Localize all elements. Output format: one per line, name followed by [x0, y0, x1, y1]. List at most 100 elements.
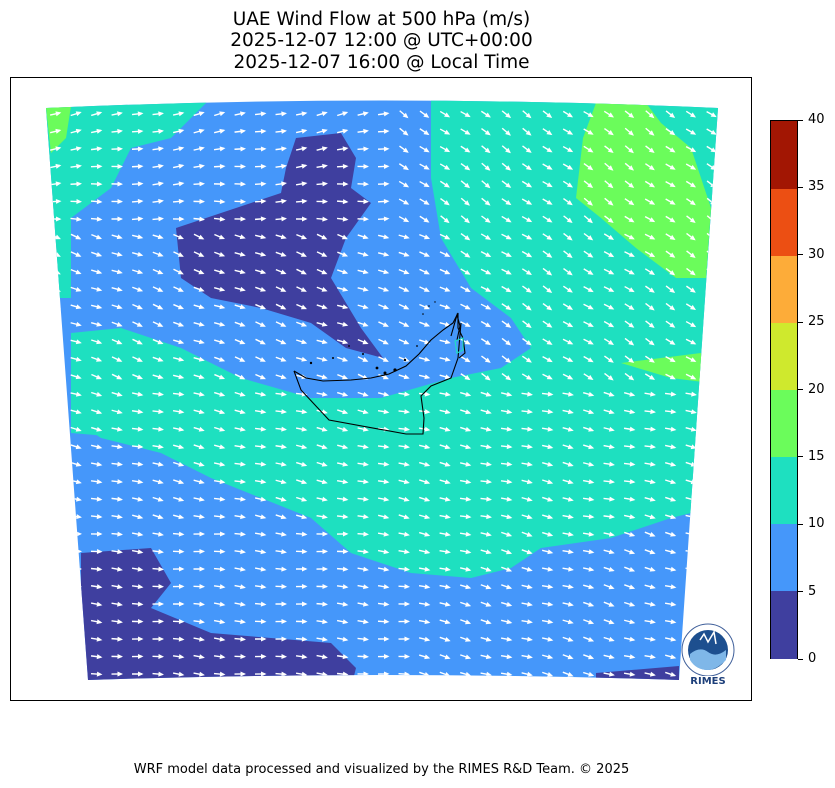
wind-vector-head: [506, 601, 513, 607]
wind-vector-head: [178, 479, 185, 485]
wind-vector-head: [117, 601, 123, 607]
wind-vector-head: [321, 461, 328, 467]
wind-vector-head: [301, 549, 308, 555]
wind-vector-head: [322, 601, 328, 607]
wind-vector-head: [281, 636, 287, 642]
wind-vector-head: [178, 321, 185, 327]
wind-vector-head: [301, 128, 308, 134]
wind-vector-head: [568, 566, 574, 572]
wind-vector: [50, 496, 60, 502]
wind-vector-head: [608, 426, 615, 432]
wind-vector-head: [465, 479, 472, 485]
wind-vector-head: [486, 479, 492, 485]
wind-vector-head: [506, 654, 513, 660]
wind-vector-head: [546, 164, 553, 170]
wind-vector-head: [75, 426, 82, 432]
credit-footer: WRF model data processed and visualized …: [133, 762, 630, 777]
wind-vector-head: [669, 112, 676, 119]
wind-vector-head: [178, 583, 185, 589]
wind-vector-head: [219, 339, 226, 345]
wind-vector-head: [464, 269, 471, 275]
wind-vector-head: [691, 566, 697, 572]
wind-vector-head: [608, 269, 615, 275]
colorbar-segment: [771, 590, 797, 659]
wind-map: [46, 100, 718, 680]
wind-vector-head: [55, 549, 62, 555]
colorbar-tick-label: 5: [808, 583, 817, 599]
wind-vector-head: [116, 251, 123, 257]
wind-vector-head: [525, 269, 532, 276]
wind-vector-head: [96, 269, 103, 275]
wind-vector-head: [402, 164, 409, 171]
wind-vector-head: [116, 426, 123, 432]
wind-vector-head: [281, 409, 287, 415]
wind-vector-head: [240, 199, 246, 205]
wind-vector-head: [342, 199, 349, 205]
wind-vector-head: [505, 234, 512, 240]
wind-vector-head: [445, 391, 451, 397]
wind-vector-head: [669, 287, 676, 294]
wind-vector-head: [280, 322, 287, 327]
wind-vector-head: [526, 234, 533, 240]
wind-vector: [70, 602, 81, 606]
wind-vector-head: [219, 409, 226, 415]
wind-vector-head: [199, 584, 205, 590]
wind-vector-head: [608, 566, 615, 572]
wind-vector-head: [363, 496, 369, 502]
wind-vector-head: [629, 391, 636, 397]
wind-vector-head: [403, 217, 410, 223]
colorbar-segment: [771, 523, 797, 592]
wind-vector-head: [690, 601, 697, 607]
wind-vector-head: [55, 636, 62, 642]
wind-vector-head: [465, 601, 472, 607]
wind-vector-head: [567, 339, 574, 345]
wind-vector-head: [136, 304, 143, 310]
wind-vector-head: [136, 374, 143, 380]
wind-vector-head: [506, 461, 513, 467]
wind-vector-head: [424, 426, 431, 432]
wind-vector-head: [259, 357, 266, 362]
wind-vector-head: [628, 147, 634, 154]
wind-vector-head: [484, 217, 491, 223]
wind-vector-head: [567, 322, 574, 328]
wind-vector-head: [669, 374, 676, 380]
wind-vector-head: [322, 199, 328, 205]
wind-vector-head: [648, 165, 655, 171]
wind-vector-head: [96, 531, 103, 537]
wind-vector-head: [158, 601, 164, 607]
wind-vector-head: [342, 269, 349, 275]
wind-vector-head: [219, 128, 226, 134]
wind-vector-head: [710, 304, 717, 310]
wind-vector-head: [669, 322, 676, 328]
wind-vector-head: [650, 391, 656, 397]
local-time-label: 2025-12-07 16:00 @ Local Time: [233, 52, 530, 73]
wind-vector-head: [588, 549, 595, 555]
wind-vector-head: [96, 286, 103, 292]
wind-vector-head: [260, 636, 267, 642]
wind-vector-head: [342, 636, 349, 642]
wind-vector-head: [404, 461, 410, 467]
wind-vector-head: [506, 444, 513, 450]
wind-vector-head: [280, 514, 287, 520]
wind-vector-head: [75, 111, 82, 117]
wind-vector-head: [567, 496, 574, 502]
wind-vector-head: [506, 479, 513, 485]
wind-vector: [706, 303, 716, 310]
wind-vector-head: [526, 514, 533, 520]
wind-vector-head: [711, 391, 718, 397]
wind-vector-head: [587, 200, 593, 206]
wind-vector-head: [527, 654, 533, 660]
wind-vector-head: [648, 112, 655, 119]
wind-vector-head: [260, 444, 267, 450]
wind-vector-head: [423, 199, 430, 205]
wind-vector-head: [199, 514, 205, 520]
wind-vector-head: [649, 532, 656, 537]
wind-vector-head: [116, 269, 123, 275]
wind-vector-head: [178, 636, 185, 642]
wind-vector-head: [96, 128, 103, 134]
wind-vector-head: [219, 636, 226, 642]
wind-vector-head: [177, 304, 184, 310]
wind-vector-head: [403, 322, 410, 327]
wind-vector-head: [239, 304, 246, 310]
wind-vector-head: [609, 479, 615, 485]
